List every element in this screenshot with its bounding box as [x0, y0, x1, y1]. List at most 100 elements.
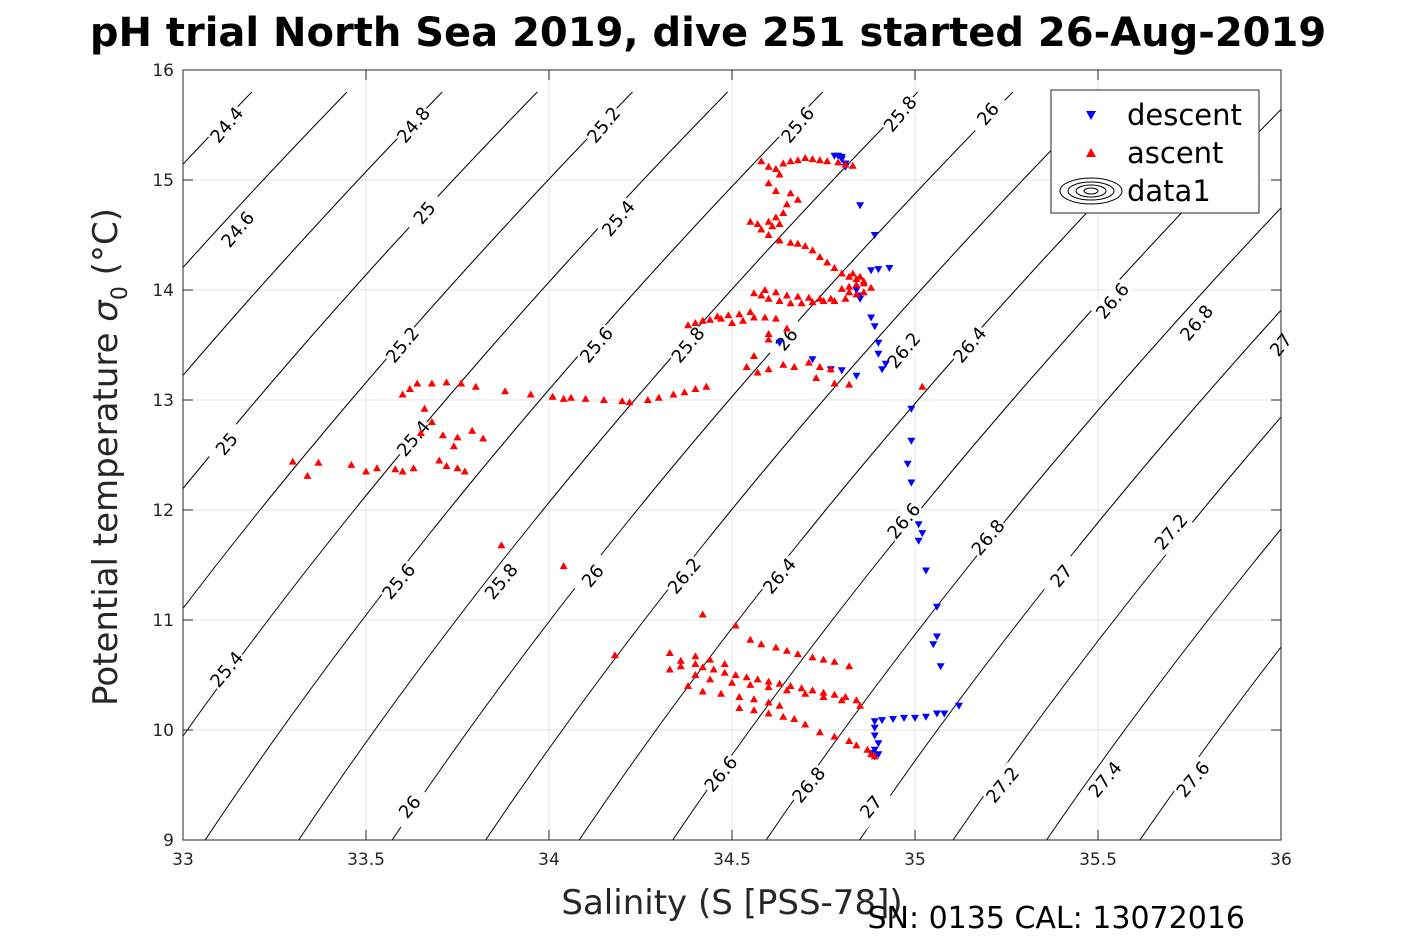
ascent-point-20	[771, 213, 780, 221]
isopycnal-25-2	[183, 91, 633, 610]
ascent-point-26	[775, 220, 784, 227]
y-axis-label: Potential temperature σ0 (°C)	[86, 208, 133, 706]
ascent-point-133	[372, 464, 381, 472]
ascent-point-195	[749, 706, 758, 714]
ascent-point-105	[526, 390, 535, 398]
ascent-point-188	[698, 687, 707, 695]
ascent-point-169	[786, 682, 795, 689]
isopycnal-27-2	[952, 416, 1281, 840]
ascent-point-185	[837, 696, 846, 704]
ascent-point-86	[764, 365, 773, 373]
density-contours	[183, 91, 1281, 840]
ascent-point-54	[797, 299, 806, 307]
descent-point-15	[870, 323, 879, 331]
ascent-point-189	[717, 689, 726, 697]
ascent-point-186	[856, 701, 865, 709]
descent-point-33	[932, 603, 941, 611]
ascent-point-55	[786, 299, 795, 307]
ascent-point-194	[735, 704, 744, 711]
ascent-point-96	[764, 330, 773, 337]
ascent-point-8	[815, 156, 824, 164]
ascent-point-112	[625, 398, 634, 406]
ascent-point-42	[837, 284, 846, 292]
isopycnal-26-8	[765, 207, 1281, 840]
ascent-point-85	[753, 368, 762, 376]
ascent-point-90	[815, 363, 824, 370]
ascent-point-49	[848, 269, 857, 277]
ascent-point-155	[808, 653, 817, 661]
ascent-point-9	[823, 157, 832, 165]
descent-point-35	[929, 641, 938, 649]
ascent-point-164	[731, 671, 740, 678]
ascent-point-170	[797, 684, 806, 692]
isopycnal-26-2	[485, 91, 1109, 840]
ascent-point-93	[830, 379, 839, 387]
ascent-point-175	[852, 696, 861, 704]
ascent-point-180	[746, 680, 755, 688]
chart-title: pH trial North Sea 2019, dive 251 starte…	[90, 10, 1326, 56]
ascent-point-125	[453, 433, 462, 441]
ascent-point-111	[618, 397, 627, 405]
ascent-point-120	[427, 418, 436, 425]
ascent-point-141	[559, 562, 568, 570]
ascent-point-59	[749, 289, 758, 297]
ascent-point-28	[775, 236, 784, 244]
descent-point-22	[837, 367, 846, 375]
legend-contour-icon	[1059, 177, 1123, 205]
ascent-point-126	[449, 442, 458, 450]
descent-point-10	[885, 265, 894, 272]
x-tick-label-5: 35.5	[1079, 850, 1117, 870]
ascent-point-191	[749, 695, 758, 703]
ascent-point-2	[771, 165, 780, 172]
ascent-point-138	[303, 471, 312, 479]
isopycnal-25-6	[204, 91, 824, 840]
ascent-point-104	[501, 387, 510, 395]
ascent-point-64	[804, 293, 813, 301]
isopycnal-24-8	[183, 91, 443, 377]
ascent-point-10	[834, 158, 843, 166]
descent-point-45	[870, 718, 879, 726]
ascent-point-200	[815, 728, 824, 736]
ascent-point-1	[764, 162, 773, 170]
ascent-point-204	[863, 745, 872, 753]
ascent-point-193	[775, 701, 784, 709]
isopycnal-27-6	[1139, 646, 1281, 840]
legend-box	[1050, 89, 1260, 214]
ascent-point-109	[581, 394, 590, 402]
descent-point-7	[870, 232, 879, 239]
ascent-point-68	[735, 310, 744, 318]
ascent-point-148	[706, 655, 715, 663]
ascent-point-110	[599, 396, 608, 403]
ascent-point-146	[676, 656, 685, 664]
descent-point-14	[867, 314, 876, 322]
ascent-point-77	[738, 316, 747, 324]
isopycnal-27-4	[1045, 528, 1281, 840]
ascent-point-76	[728, 319, 736, 326]
ascent-point-163	[720, 668, 729, 676]
ascent-point-172	[819, 688, 828, 696]
ascent-point-158	[845, 662, 854, 670]
descent-point-6	[856, 202, 865, 210]
ascent-point-73	[691, 319, 700, 326]
descent-point-28	[907, 479, 916, 487]
ascent-point-134	[398, 467, 407, 475]
series-ascent	[288, 154, 927, 760]
ascent-point-6	[801, 154, 810, 161]
ascent-point-160	[691, 660, 700, 667]
ascent-point-135	[362, 467, 370, 475]
x-tick-label-4: 35	[904, 850, 926, 870]
ascent-point-102	[457, 379, 466, 387]
ascent-point-101	[442, 378, 451, 386]
ascent-point-149	[720, 660, 729, 667]
ascent-point-65	[815, 294, 824, 302]
ascent-point-115	[669, 390, 678, 398]
ascent-point-203	[852, 741, 861, 749]
ascent-point-95	[918, 382, 927, 390]
descent-point-32	[921, 567, 930, 575]
ascent-point-38	[852, 275, 861, 282]
descent-point-29	[914, 521, 923, 529]
ascent-point-41	[845, 282, 854, 290]
ascent-point-167	[764, 677, 773, 685]
ascent-point-199	[801, 720, 810, 728]
ascent-point-33	[815, 253, 824, 260]
